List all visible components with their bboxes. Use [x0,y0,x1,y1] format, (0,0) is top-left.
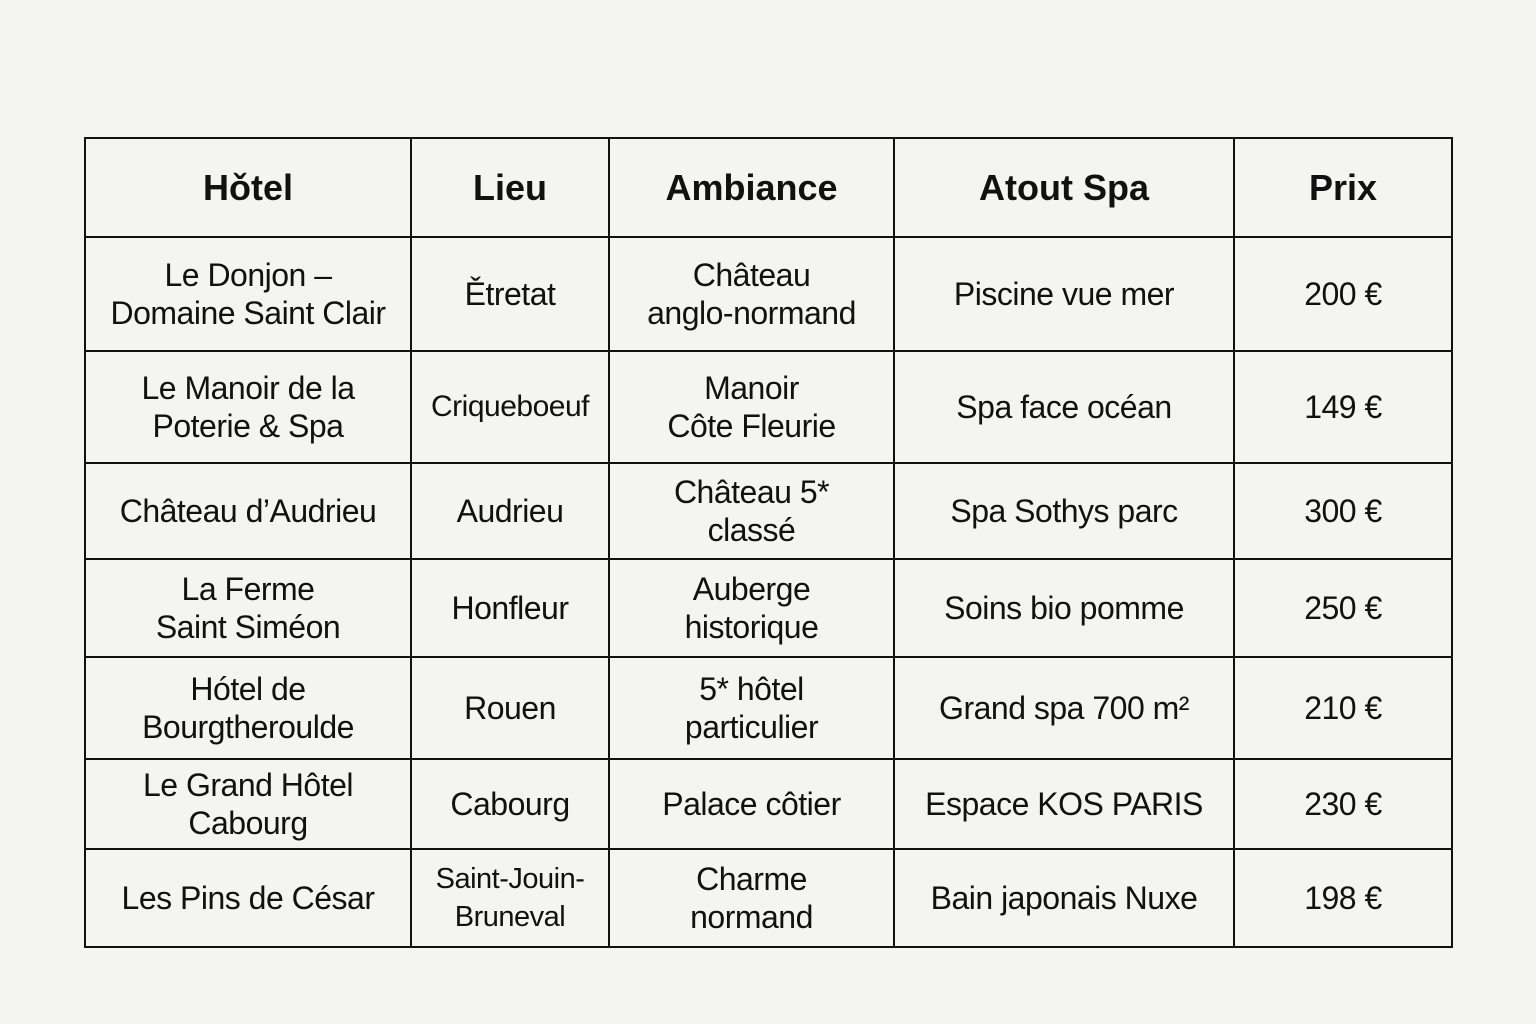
cell-prix: 198 € [1233,848,1453,948]
table-row: Le Donjon – Domaine Saint Clair Ětretat Ch… [84,236,1453,352]
cell-ambiance: Palace côtier [608,758,895,850]
cell-hotel: La Ferme Saint Siméon [84,558,412,658]
cell-ambiance: Château 5* classé [608,462,895,560]
cell-ambiance: 5* hôtel particulier [608,656,895,760]
cell-lieu: Cabourg [410,758,610,850]
cell-prix: 210 € [1233,656,1453,760]
cell-lieu: Audrieu [410,462,610,560]
header-ambiance: Ambiance [608,137,895,238]
table-row: Hótel de Bourgtheroulde Rouen 5* hôtel par… [84,656,1453,760]
table-row: Les Pins de César Saint-Jouin- Bruneval Ch… [84,848,1453,948]
cell-atout-spa: Soins bio pomme [893,558,1235,658]
hotel-spa-table: Hǒtel Lieu Ambiance Atout Spa Prix Le Do… [84,137,1453,948]
table-row: La Ferme Saint Siméon Honfleur Auberge his… [84,558,1453,658]
cell-ambiance: Auberge historique [608,558,895,658]
cell-prix: 230 € [1233,758,1453,850]
header-hotel: Hǒtel [84,137,412,238]
cell-ambiance: Manoir Côte Fleurie [608,350,895,464]
cell-lieu: Ětretat [410,236,610,352]
cell-atout-spa: Spa face océan [893,350,1235,464]
header-row: Hǒtel Lieu Ambiance Atout Spa Prix [84,137,1453,238]
cell-atout-spa: Grand spa 700 m² [893,656,1235,760]
cell-lieu: Saint-Jouin- Bruneval [410,848,610,948]
cell-atout-spa: Piscine vue mer [893,236,1235,352]
cell-ambiance: Charme normand [608,848,895,948]
cell-prix: 149 € [1233,350,1453,464]
header-atout-spa: Atout Spa [893,137,1235,238]
cell-hotel: Le Donjon – Domaine Saint Clair [84,236,412,352]
table-row: Château d’Audrieu Audrieu Château 5* class… [84,462,1453,560]
cell-lieu: Criqueboeuf [410,350,610,464]
cell-hotel: Le Grand Hôtel Cabourg [84,758,412,850]
cell-lieu: Rouen [410,656,610,760]
cell-atout-spa: Espace KOS PARIS [893,758,1235,850]
cell-hotel: Le Manoir de la Poterie & Spa [84,350,412,464]
cell-prix: 250 € [1233,558,1453,658]
cell-hotel: Les Pins de César [84,848,412,948]
cell-atout-spa: Spa Sothys parc [893,462,1235,560]
cell-prix: 300 € [1233,462,1453,560]
cell-lieu: Honfleur [410,558,610,658]
cell-hotel: Château d’Audrieu [84,462,412,560]
cell-ambiance: Château anglo-normand [608,236,895,352]
table-row: Le Grand Hôtel Cabourg Cabourg Palace côti… [84,758,1453,850]
header-lieu: Lieu [410,137,610,238]
cell-hotel: Hótel de Bourgtheroulde [84,656,412,760]
cell-prix: 200 € [1233,236,1453,352]
table-row: Le Manoir de la Poterie & Spa Criqueboeuf… [84,350,1453,464]
cell-atout-spa: Bain japonais Nuxe [893,848,1235,948]
header-prix: Prix [1233,137,1453,238]
